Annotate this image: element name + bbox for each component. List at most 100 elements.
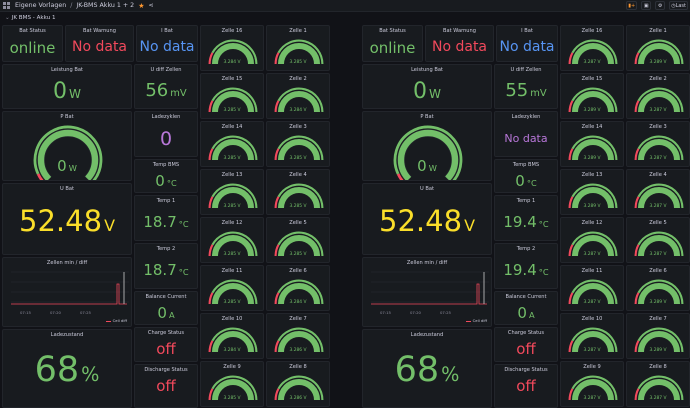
cell-gauge-threshold-red <box>208 340 214 353</box>
star-icon[interactable]: ★ <box>138 1 145 10</box>
cell-panel[interactable]: Zelle 6 3.289 V <box>626 265 690 311</box>
cell-panel[interactable]: Zelle 6 3.284 V <box>266 265 330 311</box>
balance-current-panel[interactable]: Balance Current 0 A <box>494 291 558 325</box>
cell-panel[interactable]: Zelle 13 3.285 V <box>200 169 264 215</box>
ladezustand-panel[interactable]: Ladezustand 68% <box>362 329 492 408</box>
x-tick-label: 07:25 <box>440 310 451 315</box>
zellen-min-diff-panel[interactable]: Zellen min / diff 07:15 07:20 07:25 Cell dif… <box>2 257 132 327</box>
bat-status-panel[interactable]: Bat Status online <box>362 25 423 62</box>
chart-legend[interactable]: Cell diff <box>465 318 487 323</box>
cell-panel[interactable]: Zelle 15 3.285 V <box>200 73 264 119</box>
cell-panel[interactable]: Zelle 7 3.286 V <box>266 313 330 359</box>
temp-2-panel[interactable]: Temp 2 19.4 °C <box>494 243 558 289</box>
temp-bms-panel[interactable]: Temp BMS 0 °C <box>134 159 198 193</box>
cell-gauge <box>208 87 258 113</box>
cell-voltage: 3.289 V <box>649 348 667 353</box>
cell-gauge-threshold-red <box>568 196 574 209</box>
zellen-min-diff-panel[interactable]: Zellen min / diff 07:15 07:20 07:25 Cell dif… <box>362 257 492 327</box>
cell-panel[interactable]: Zelle 7 3.289 V <box>626 313 690 359</box>
cell-panel[interactable]: Zelle 14 3.289 V <box>560 121 624 167</box>
temp-bms-panel[interactable]: Temp BMS 0 °C <box>494 159 558 193</box>
balance-current-panel[interactable]: Balance Current 0 A <box>134 291 198 325</box>
cell-panel[interactable]: Zelle 2 3.284 V <box>266 73 330 119</box>
cell-voltage: 3.287 V <box>649 252 667 257</box>
cell-panel[interactable]: Zelle 1 3.285 V <box>266 25 330 71</box>
bat-status-panel[interactable]: Bat Status online <box>2 25 63 62</box>
gauge-fill <box>397 129 459 180</box>
u-bat-panel[interactable]: U Bat 52.48 V <box>2 183 132 255</box>
cell-panel[interactable]: Zelle 3 3.285 V <box>266 121 330 167</box>
cell-panel[interactable]: Zelle 9 3.287 V <box>560 361 624 407</box>
cell-panel[interactable]: Zelle 15 3.289 V <box>560 73 624 119</box>
charge-status-panel[interactable]: Charge Status off <box>494 327 558 362</box>
p-bat-panel[interactable]: P Bat 0 W <box>2 111 132 181</box>
cell-gauge <box>634 39 684 65</box>
i-bat-panel[interactable]: I Bat No data <box>496 25 558 62</box>
temp-1-panel[interactable]: Temp 1 19.4 °C <box>494 195 558 241</box>
cell-panel[interactable]: Zelle 5 3.285 V <box>266 217 330 263</box>
add-panel-icon[interactable]: ▮+ <box>626 1 638 10</box>
stat-value-wrap: 19.4 °C <box>495 213 557 231</box>
cell-gauge <box>208 231 258 257</box>
bat-warnung-panel[interactable]: Bat Warnung No data <box>425 25 494 62</box>
stat-value-wrap: 52.48 V <box>363 204 491 238</box>
cell-gauge <box>208 327 258 353</box>
cell-gauge-fill <box>638 43 680 65</box>
apps-grid-icon[interactable] <box>3 1 11 10</box>
cell-panel[interactable]: Zelle 3 3.287 V <box>626 121 690 167</box>
ladezyklen-panel[interactable]: Ladezyklen No data <box>494 111 558 157</box>
temp-1-panel[interactable]: Temp 1 18.7 °C <box>134 195 198 241</box>
cell-panel[interactable]: Zelle 1 3.289 V <box>626 25 690 71</box>
discharge-status-panel[interactable]: Discharge Status off <box>494 364 558 408</box>
cell-panel[interactable]: Zelle 14 3.285 V <box>200 121 264 167</box>
charge-status-panel[interactable]: Charge Status off <box>134 327 198 362</box>
save-icon[interactable]: ▣ <box>641 1 652 10</box>
cell-panel[interactable]: Zelle 4 3.285 V <box>266 169 330 215</box>
stat-value-wrap: 68% <box>3 350 131 390</box>
cell-panel[interactable]: Zelle 10 3.287 V <box>560 313 624 359</box>
cell-gauge <box>568 231 618 257</box>
cell-panel[interactable]: Zelle 13 3.289 V <box>560 169 624 215</box>
leistung-bat-panel[interactable]: Leistung Bat 0 W <box>362 64 492 109</box>
cell-panel[interactable]: Zelle 2 3.287 V <box>626 73 690 119</box>
cell-panel[interactable]: Zelle 12 3.287 V <box>560 217 624 263</box>
ladezustand-panel[interactable]: Ladezustand 68% <box>2 329 132 408</box>
breadcrumb-folder[interactable]: Eigene Vorlagen <box>15 2 67 9</box>
cell-panel[interactable]: Zelle 16 3.284 V <box>200 25 264 71</box>
bat-warnung-panel[interactable]: Bat Warnung No data <box>65 25 134 62</box>
cell-voltage: 3.289 V <box>583 156 601 161</box>
chevron-down-icon: ⌄ <box>5 15 10 21</box>
settings-icon[interactable]: ⚙ <box>655 1 666 10</box>
cell-panel[interactable]: Zelle 10 3.284 V <box>200 313 264 359</box>
panel-title: Charge Status <box>147 330 185 336</box>
cell-panel[interactable]: Zelle 5 3.287 V <box>626 217 690 263</box>
panel-title: Zelle 9 <box>223 364 241 370</box>
row-header[interactable]: ⌄ JK BMS - Akku 1 <box>5 15 56 21</box>
u-diff-panel[interactable]: U diff Zellen 55 mV <box>494 64 558 109</box>
cell-gauge-threshold-red <box>634 292 640 305</box>
cell-panel[interactable]: Zelle 12 3.285 V <box>200 217 264 263</box>
cell-panel[interactable]: Zelle 8 3.286 V <box>266 361 330 407</box>
time-picker[interactable]: ◷ Last <box>669 1 688 10</box>
leistung-bat-panel[interactable]: Leistung Bat 0 W <box>2 64 132 109</box>
u-diff-panel[interactable]: U diff Zellen 56 mV <box>134 64 198 109</box>
cell-panel[interactable]: Zelle 8 3.287 V <box>626 361 690 407</box>
share-icon[interactable]: ⋖ <box>148 2 154 9</box>
cell-panel[interactable]: Zelle 16 3.287 V <box>560 25 624 71</box>
u-bat-panel[interactable]: U Bat 52.48 V <box>362 183 492 255</box>
gauge-threshold-red <box>396 173 404 180</box>
cell-panel[interactable]: Zelle 11 3.285 V <box>200 265 264 311</box>
temp-2-panel[interactable]: Temp 2 18.7 °C <box>134 243 198 289</box>
p-bat-panel[interactable]: P Bat 0 W <box>362 111 492 181</box>
discharge-status-panel[interactable]: Discharge Status off <box>134 364 198 408</box>
breadcrumb-dashboard[interactable]: JK-BMS Akku 1 + 2 <box>76 2 135 9</box>
cell-panel[interactable]: Zelle 4 3.287 V <box>626 169 690 215</box>
chart-legend[interactable]: Cell diff <box>105 318 127 323</box>
cell-gauge <box>634 231 684 257</box>
i-bat-panel[interactable]: I Bat No data <box>136 25 198 62</box>
cell-panel[interactable]: Zelle 11 3.287 V <box>560 265 624 311</box>
ladezyklen-panel[interactable]: Ladezyklen 0 <box>134 111 198 157</box>
cell-panel[interactable]: Zelle 9 3.285 V <box>200 361 264 407</box>
